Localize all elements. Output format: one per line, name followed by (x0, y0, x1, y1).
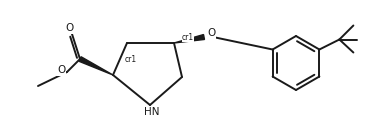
Text: HN: HN (144, 107, 160, 117)
Text: O: O (207, 28, 215, 38)
Polygon shape (79, 57, 113, 75)
Polygon shape (174, 35, 205, 43)
Text: O: O (57, 65, 65, 75)
Text: cr1: cr1 (182, 33, 194, 42)
Text: O: O (66, 23, 74, 33)
Text: cr1: cr1 (125, 55, 137, 65)
